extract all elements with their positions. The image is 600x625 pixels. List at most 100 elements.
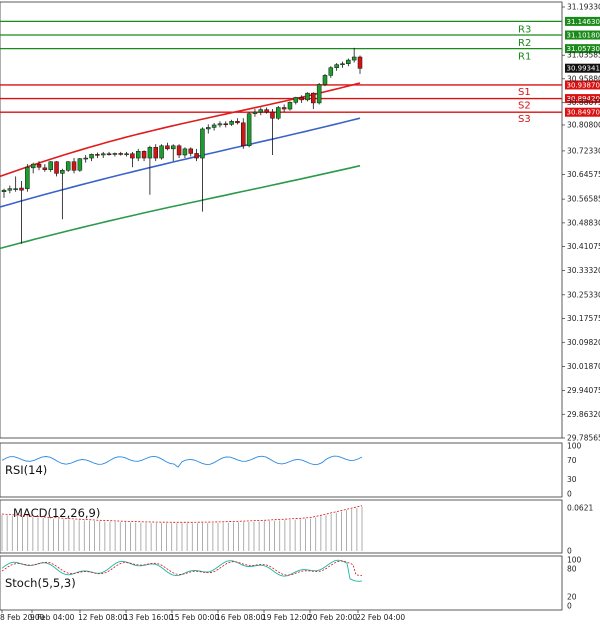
candle bbox=[293, 96, 299, 105]
stoch-axis-label: 100 bbox=[567, 556, 582, 565]
candle-body-down bbox=[188, 148, 194, 154]
candle bbox=[170, 144, 176, 162]
price-axis-label: 30.80800 bbox=[567, 120, 600, 129]
main-pane-frame bbox=[0, 1, 563, 439]
candle-body-up bbox=[316, 84, 322, 104]
candle-body-up bbox=[293, 97, 299, 103]
price-axis-label: 30.25330 bbox=[567, 290, 600, 299]
candle-body-up bbox=[124, 153, 129, 156]
candle bbox=[118, 151, 123, 156]
candle bbox=[351, 47, 357, 63]
candle-body-up bbox=[340, 63, 345, 65]
candle bbox=[311, 92, 316, 110]
time-axis-label: 22 Feb 04:00 bbox=[356, 613, 405, 622]
level-tag-s2 bbox=[565, 94, 600, 104]
candle-body-up bbox=[346, 59, 351, 64]
candle-body-up bbox=[206, 127, 211, 130]
candle-body-down bbox=[141, 151, 147, 159]
candle bbox=[270, 109, 275, 155]
candle-body-up bbox=[25, 166, 30, 189]
candle bbox=[89, 153, 94, 162]
price-axis-label: 30.95880 bbox=[567, 74, 600, 83]
macd-frame bbox=[0, 499, 563, 554]
candle bbox=[235, 118, 240, 125]
main-price-pane bbox=[0, 1, 563, 439]
candle bbox=[357, 55, 363, 74]
candlesticks bbox=[1, 47, 363, 244]
candle bbox=[83, 154, 88, 163]
candle bbox=[305, 92, 310, 102]
candle bbox=[246, 112, 252, 148]
candle-body-up bbox=[7, 188, 13, 191]
current-price-tag bbox=[565, 63, 600, 73]
time-axis-label: 16 Feb 08:00 bbox=[216, 613, 265, 622]
level-name-r1: R1 bbox=[518, 52, 531, 63]
candle-body-down bbox=[176, 145, 182, 156]
rsi-label: RSI(14) bbox=[5, 463, 47, 477]
candle bbox=[135, 148, 141, 162]
candle bbox=[71, 158, 77, 174]
candle bbox=[322, 73, 328, 87]
candle-body-up bbox=[287, 102, 293, 110]
candle bbox=[112, 152, 118, 157]
level-name-r3: R3 bbox=[518, 24, 531, 35]
price-axis-label: 29.86320 bbox=[567, 410, 600, 419]
price-axis-label: 30.88075 bbox=[567, 98, 600, 107]
candle-body-down bbox=[223, 123, 229, 125]
candle-body-down bbox=[264, 109, 269, 113]
macd-axis-label: 0.0621 bbox=[567, 504, 593, 513]
candle-body-up bbox=[60, 170, 65, 174]
candle-body-up bbox=[246, 113, 252, 147]
stoch-d-line bbox=[1, 560, 363, 576]
candle-body-down bbox=[194, 153, 199, 159]
candle-body-up bbox=[112, 153, 118, 155]
level-tag-text: 30.93870 bbox=[567, 81, 600, 89]
candle-body-up bbox=[334, 64, 339, 68]
level-tag-text: 30.89420 bbox=[567, 95, 600, 103]
support-resistance-levels: R3 31.14630 R2 31.10180 R1 31.05730 S1 30.93870… bbox=[0, 16, 600, 125]
candle bbox=[147, 145, 153, 195]
candle bbox=[130, 151, 135, 168]
candle-body-down bbox=[235, 121, 240, 124]
candle bbox=[36, 161, 42, 171]
candle-body-up bbox=[351, 56, 357, 61]
candle-body-down bbox=[281, 107, 287, 110]
price-axis-label: 30.41075 bbox=[567, 242, 600, 251]
time-axis-label: 9 Feb 04:00 bbox=[30, 613, 75, 622]
candle bbox=[54, 161, 59, 177]
candle-body-up bbox=[258, 109, 264, 113]
price-axis-label: 30.72330 bbox=[567, 146, 600, 155]
candle-body-down bbox=[19, 187, 24, 191]
candle bbox=[100, 151, 106, 159]
candle bbox=[241, 118, 246, 149]
candle-body-up bbox=[77, 158, 83, 171]
candle-body-down bbox=[270, 111, 275, 119]
level-tag-text: 31.14630 bbox=[567, 18, 600, 26]
candle-body-up bbox=[48, 161, 53, 170]
candle bbox=[19, 181, 24, 244]
stoch-k-line bbox=[1, 559, 363, 582]
level-name-s3: S3 bbox=[518, 114, 531, 125]
macd-axis-label: 0 bbox=[567, 547, 572, 556]
moving-average-line bbox=[0, 164, 361, 250]
candle bbox=[252, 109, 258, 117]
candle bbox=[95, 152, 100, 159]
time-axis-label: 15 Feb 00:00 bbox=[170, 613, 219, 622]
candle bbox=[30, 162, 36, 174]
candle bbox=[176, 144, 182, 159]
rsi-line bbox=[1, 455, 363, 468]
rsi-axis-label: 30 bbox=[567, 475, 577, 484]
level-tag-text: 31.05730 bbox=[567, 45, 600, 53]
candle-body-up bbox=[252, 111, 258, 114]
macd-signal-line bbox=[1, 505, 363, 523]
level-tag-r1 bbox=[565, 44, 600, 54]
level-name-s1: S1 bbox=[518, 87, 531, 98]
candle-body-down bbox=[165, 145, 170, 150]
price-axis-label: 30.56585 bbox=[567, 195, 600, 204]
candle bbox=[42, 164, 48, 172]
macd-pane: MACD(12,26,9) 0.0621 0 bbox=[0, 499, 593, 556]
stoch-axis-label: 20 bbox=[567, 592, 577, 601]
